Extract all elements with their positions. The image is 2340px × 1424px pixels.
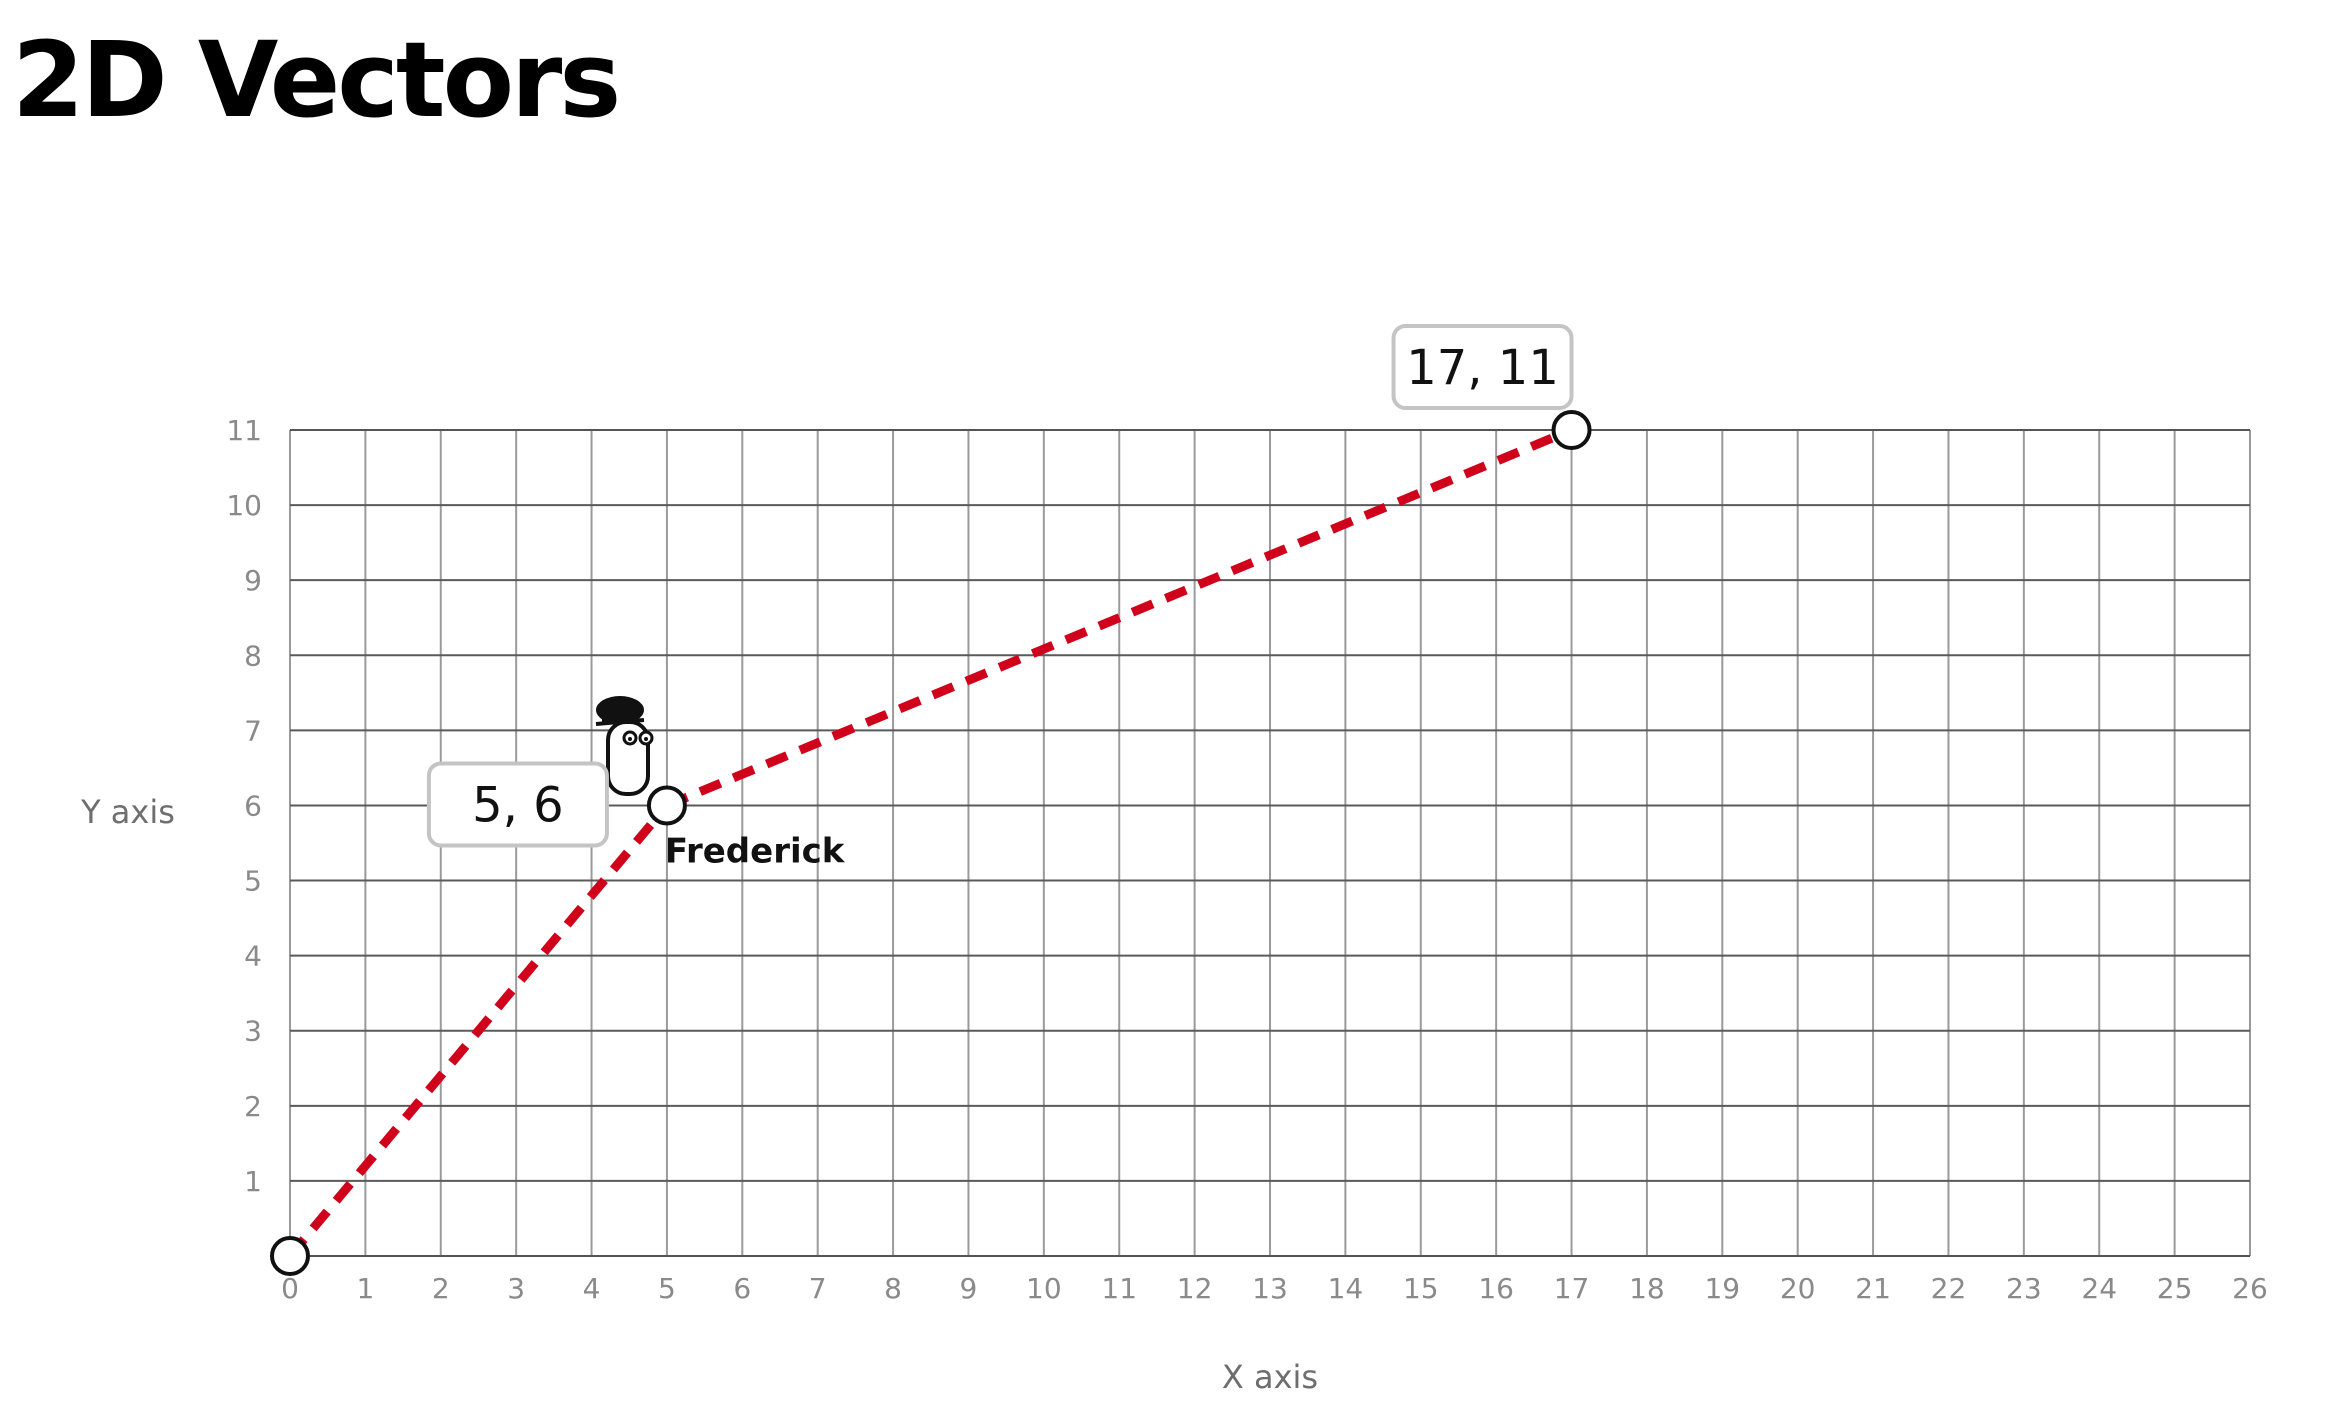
vector-segment: [665, 425, 1574, 810]
x-tick-label: 0: [281, 1272, 299, 1305]
x-tick-label: 25: [2157, 1272, 2193, 1305]
character-name-label: Frederick: [665, 831, 846, 871]
x-tick-label: 24: [2081, 1272, 2117, 1305]
vector-segment: [286, 802, 671, 1259]
x-tick-label: 6: [733, 1272, 751, 1305]
y-axis-ticks: 1 2 3 4 5 6 7 8 9 10 11: [226, 414, 262, 1198]
x-tick-label: 21: [1855, 1272, 1891, 1305]
point-coordinate-label: 5, 6: [472, 777, 564, 833]
x-axis-title: X axis: [1222, 1358, 1318, 1396]
x-tick-label: 14: [1328, 1272, 1364, 1305]
x-tick-label: 4: [583, 1272, 601, 1305]
x-tick-label: 26: [2232, 1272, 2268, 1305]
x-tick-label: 23: [2006, 1272, 2042, 1305]
x-tick-label: 2: [432, 1272, 450, 1305]
x-tick-label: 11: [1101, 1272, 1137, 1305]
x-tick-label: 17: [1554, 1272, 1590, 1305]
x-tick-label: 20: [1780, 1272, 1816, 1305]
x-tick-label: 12: [1177, 1272, 1213, 1305]
chart-grid: [289, 429, 2251, 1257]
series-layer: [286, 425, 1574, 1259]
point-label-box: [426, 761, 609, 848]
y-axis-title: Y axis: [80, 793, 175, 831]
y-tick-label: 7: [244, 714, 262, 747]
data-point: [270, 1236, 310, 1276]
x-tick-label: 7: [809, 1272, 827, 1305]
y-tick-label: 5: [244, 865, 262, 898]
annotations-layer: 5, 6 17, 11 Frederick: [426, 324, 1574, 871]
y-tick-label: 11: [226, 414, 262, 447]
x-tick-label: 13: [1252, 1272, 1288, 1305]
y-tick-label: 2: [244, 1090, 262, 1123]
x-axis-ticks: 0 1 2 3 4 5 6 7 8 9 10 11 12 13 14 15 16 17 18 19 20 21 22 23 24…: [281, 1272, 2268, 1305]
points-layer: [270, 410, 1592, 1276]
y-tick-label: 9: [244, 564, 262, 597]
point-coordinate-label: 17, 11: [1406, 340, 1559, 396]
x-tick-label: 16: [1478, 1272, 1514, 1305]
frederick-character-icon: [595, 696, 654, 796]
y-tick-label: 6: [244, 789, 262, 822]
point-label-box: [1391, 324, 1574, 410]
x-tick-label: 22: [1931, 1272, 1967, 1305]
x-tick-label: 3: [507, 1272, 525, 1305]
data-point: [646, 785, 687, 826]
y-tick-label: 10: [226, 489, 262, 522]
y-tick-label: 1: [244, 1165, 262, 1198]
x-tick-label: 10: [1026, 1272, 1062, 1305]
x-tick-label: 19: [1704, 1272, 1740, 1305]
y-tick-label: 4: [244, 940, 262, 973]
x-tick-label: 1: [356, 1272, 374, 1305]
y-tick-label: 8: [244, 639, 262, 672]
x-tick-label: 5: [658, 1272, 676, 1305]
x-tick-label: 8: [884, 1272, 902, 1305]
data-point: [1551, 410, 1592, 450]
x-tick-label: 18: [1629, 1272, 1665, 1305]
x-tick-label: 15: [1403, 1272, 1439, 1305]
page-title: 2D Vectors: [12, 19, 621, 141]
y-tick-label: 3: [244, 1015, 262, 1048]
x-tick-label: 9: [960, 1272, 978, 1305]
